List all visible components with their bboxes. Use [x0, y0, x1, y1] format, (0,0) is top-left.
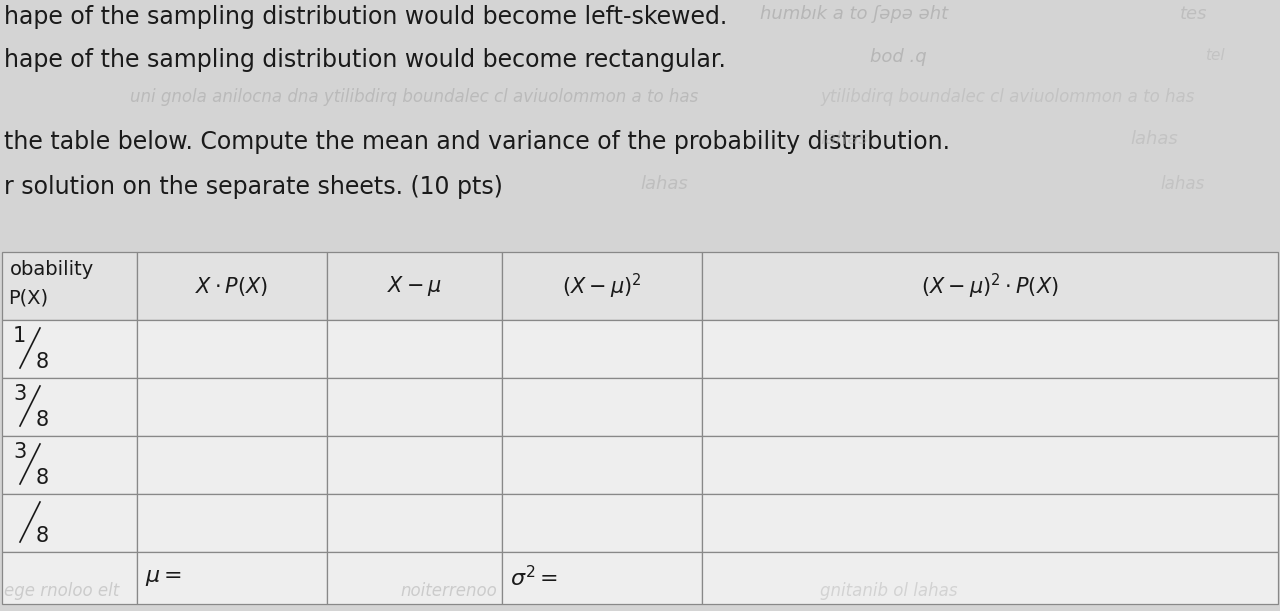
Text: 3: 3 [13, 442, 27, 462]
Text: ege rnoloo elt: ege rnoloo elt [4, 582, 119, 600]
Text: lahas: lahas [1130, 130, 1178, 148]
Text: $X \cdot P(X)$: $X \cdot P(X)$ [196, 274, 269, 298]
Bar [701, 252, 1277, 320]
Text: 8: 8 [36, 526, 49, 546]
Text: $(X - \mu)^2$: $(X - \mu)^2$ [562, 271, 641, 301]
Bar [137, 552, 326, 604]
Bar [3, 494, 137, 552]
Bar [701, 494, 1277, 552]
Text: lahas: lahas [1160, 175, 1204, 193]
Text: the table below. Compute the mean and variance of the probability distribution.: the table below. Compute the mean and va… [4, 130, 950, 154]
Text: obability: obability [10, 260, 95, 279]
Bar [502, 378, 701, 436]
Bar [701, 378, 1277, 436]
Text: uni gnola anilocna dna ytilibdirq boundalec cl aviuolommon a to has: uni gnola anilocna dna ytilibdirq bounda… [131, 88, 699, 106]
Bar [3, 252, 137, 320]
Text: lahas: lahas [640, 175, 687, 193]
Text: 8: 8 [36, 352, 49, 372]
Text: 8: 8 [36, 410, 49, 430]
Bar [3, 552, 137, 604]
Bar [326, 378, 502, 436]
Text: P(X): P(X) [8, 288, 49, 307]
Bar [701, 436, 1277, 494]
Text: $X - \mu$: $X - \mu$ [387, 274, 442, 298]
Bar [326, 436, 502, 494]
Bar [3, 436, 137, 494]
Bar [502, 320, 701, 378]
Text: noiterrenoo: noiterrenoo [399, 582, 497, 600]
Text: hape of the sampling distribution would become rectangular.: hape of the sampling distribution would … [4, 48, 726, 72]
Bar [137, 320, 326, 378]
Bar [502, 494, 701, 552]
Text: lahas: lahas [820, 130, 868, 148]
Bar [137, 378, 326, 436]
Text: $\sigma^2 =$: $\sigma^2 =$ [509, 565, 558, 591]
Text: ytilibdirq boundalec cl aviuolommon a to has: ytilibdirq boundalec cl aviuolommon a to… [820, 88, 1194, 106]
Text: humbık a to ʃəpə əht: humbık a to ʃəpə əht [760, 5, 948, 23]
Bar [502, 252, 701, 320]
Bar [137, 436, 326, 494]
Text: 3: 3 [13, 384, 27, 404]
Bar [326, 552, 502, 604]
Bar [701, 320, 1277, 378]
Text: tes: tes [1180, 5, 1207, 23]
Text: r solution on the separate sheets. (10 pts): r solution on the separate sheets. (10 p… [4, 175, 503, 199]
Text: gnitanib ol lahas: gnitanib ol lahas [820, 582, 957, 600]
Text: hape of the sampling distribution would become left-skewed.: hape of the sampling distribution would … [4, 5, 727, 29]
Text: bod .q: bod .q [870, 48, 927, 66]
Bar [326, 494, 502, 552]
Text: tel: tel [1204, 48, 1225, 63]
Text: $\mu =$: $\mu =$ [145, 568, 182, 588]
Text: 8: 8 [36, 468, 49, 488]
Bar [326, 320, 502, 378]
Bar [502, 552, 701, 604]
Bar [502, 436, 701, 494]
Bar [3, 378, 137, 436]
Text: 1: 1 [13, 326, 27, 346]
Bar [701, 552, 1277, 604]
Bar [137, 494, 326, 552]
Text: $(X - \mu)^2 \cdot P(X)$: $(X - \mu)^2 \cdot P(X)$ [922, 271, 1059, 301]
Bar [3, 320, 137, 378]
Bar [137, 252, 326, 320]
Bar [326, 252, 502, 320]
